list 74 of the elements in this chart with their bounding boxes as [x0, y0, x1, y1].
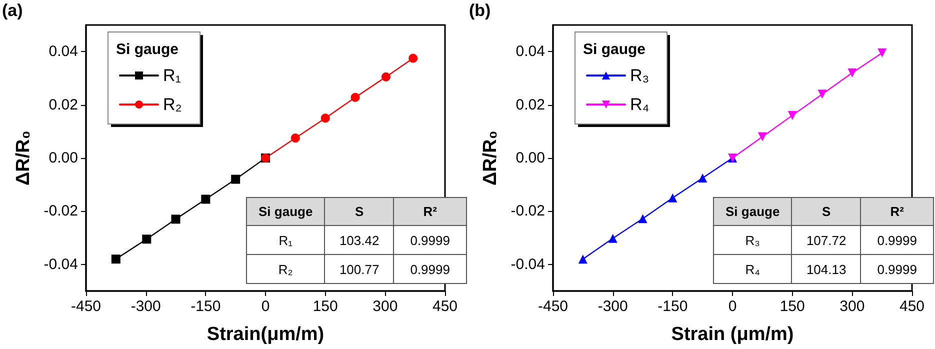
x-tick-label: 300	[840, 298, 865, 315]
annotation: R₂	[246, 254, 325, 284]
annotation: R₄	[713, 254, 792, 284]
y-tick-label: -0.04	[510, 256, 545, 273]
point	[290, 134, 300, 143]
point	[668, 193, 678, 202]
annotation: 0.9999	[394, 254, 466, 284]
annotation: 100.77	[324, 254, 394, 284]
y-tick-label: 0.02	[48, 96, 78, 114]
x-tick-label: -450	[538, 298, 568, 315]
y-tick-label: 0.02	[516, 96, 545, 114]
legend-title: Si gauge	[583, 41, 646, 58]
point	[381, 72, 390, 82]
y-tick-label: -0.02	[44, 202, 78, 220]
y-tick-label: 0.00	[516, 150, 545, 166]
legend-title: Si gauge	[116, 41, 179, 58]
y-tick-label: 0.04	[48, 43, 78, 60]
legend-label: R₁	[163, 66, 182, 85]
x-tick-label: -300	[598, 298, 628, 315]
point	[608, 234, 618, 243]
annotation: 0.9999	[860, 254, 934, 284]
y-tick-label: -0.02	[510, 202, 545, 220]
point	[231, 174, 240, 184]
x-tick-label: -300	[130, 298, 161, 315]
point	[848, 68, 857, 78]
annotation: R²	[860, 197, 934, 226]
point	[408, 54, 418, 63]
x-tick-label: 450	[899, 298, 925, 315]
point	[758, 132, 767, 142]
point	[698, 173, 708, 182]
legend-label: R₄	[630, 95, 650, 114]
x-tick-label: 150	[312, 298, 338, 315]
x-tick-label: -450	[70, 298, 102, 315]
y-tick-label: -0.04	[44, 256, 78, 273]
point	[638, 214, 648, 224]
point	[201, 194, 210, 204]
legend-label: R₂	[163, 95, 182, 114]
annotation: 104.13	[792, 254, 861, 284]
annotation: S	[324, 197, 394, 226]
x-tick-label: -150	[658, 298, 688, 315]
point	[142, 234, 152, 244]
point	[788, 110, 797, 120]
point	[578, 254, 588, 264]
point	[171, 214, 180, 224]
point	[878, 48, 887, 58]
x-tick-label: 0	[261, 298, 270, 315]
point	[320, 114, 330, 123]
y-axis-title: ΔR/R₀	[12, 130, 34, 186]
x-tick-label: 0	[728, 298, 737, 315]
annotation: 107.72	[792, 226, 861, 255]
x-axis-title: Strain (μm/m)	[671, 324, 794, 345]
annotation: 103.42	[324, 226, 394, 255]
y-axis-title: ΔR/R₀	[480, 130, 501, 186]
annotation: 0.9999	[394, 226, 466, 255]
x-axis-title: Strain(μm/m)	[206, 324, 324, 345]
chart-title: (b)	[469, 1, 491, 20]
y-tick-label: 0.04	[516, 43, 545, 60]
annotation: Si gauge	[246, 197, 325, 226]
chart-title: (a)	[2, 1, 23, 20]
annotation: Si gauge	[713, 197, 792, 226]
annotation: R²	[394, 197, 466, 226]
annotation: S	[792, 197, 861, 226]
annotation: 0.9999	[860, 226, 934, 255]
legend-label: R₃	[630, 66, 650, 85]
point	[818, 90, 827, 99]
x-tick-label: 300	[372, 298, 398, 315]
point	[111, 254, 120, 264]
x-tick-label: -150	[190, 298, 221, 315]
annotation: R₁	[246, 226, 325, 255]
annotation: R₃	[713, 226, 792, 255]
point	[350, 92, 360, 102]
x-tick-label: 150	[780, 298, 805, 315]
y-tick-label: 0.00	[48, 150, 78, 166]
x-tick-label: 450	[432, 298, 458, 315]
